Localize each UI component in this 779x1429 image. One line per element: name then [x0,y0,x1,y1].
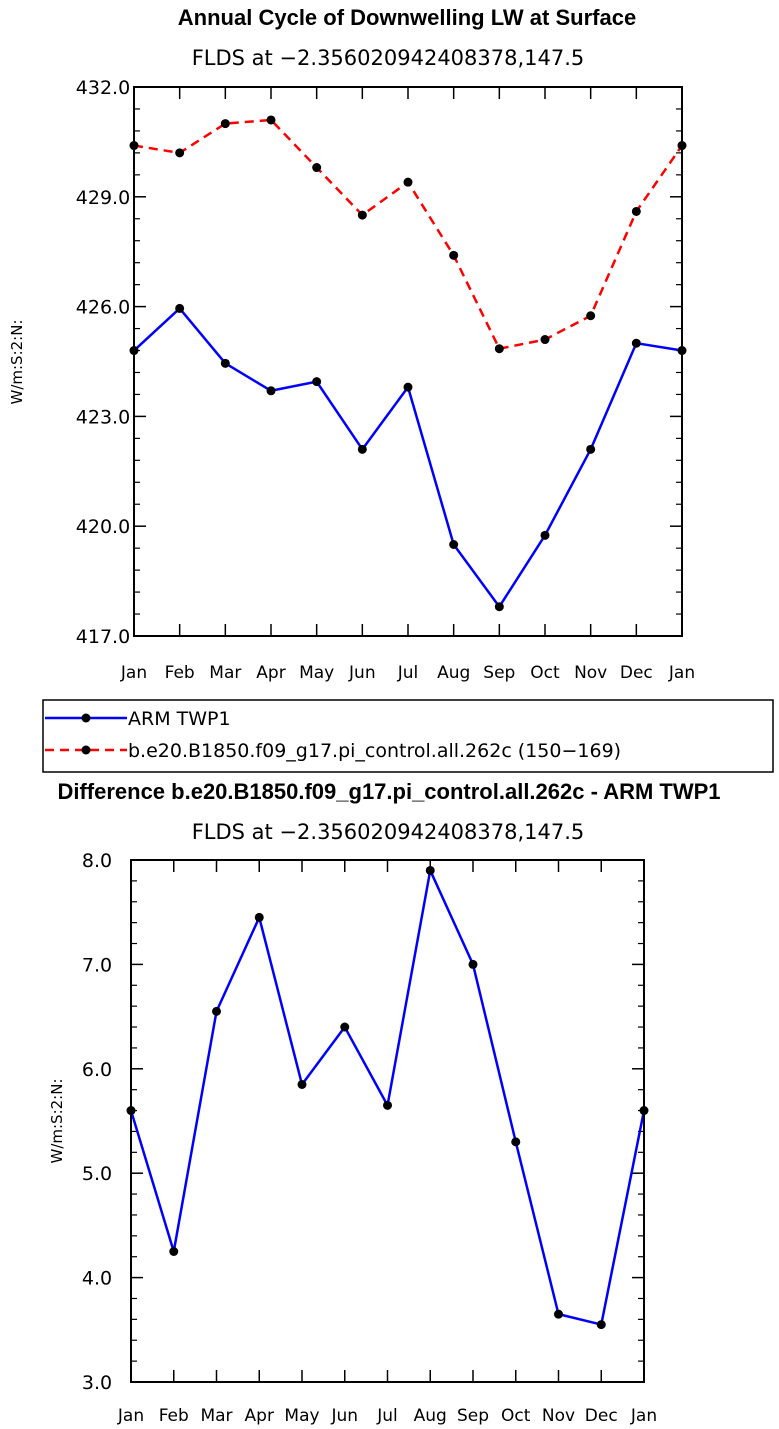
y-axis-label: W/m:S:2:N: [8,320,26,405]
x-tick-label: Jun [348,663,376,683]
data-point [254,912,264,922]
data-point [586,444,596,454]
legend-box [42,699,774,773]
data-point [540,335,550,345]
x-tick-label: Sep [457,1406,489,1426]
data-point [468,959,478,969]
legend-label-arm: ARM TWP1 [128,708,231,730]
data-point [175,303,185,313]
y-tick-label: 4.0 [82,1268,112,1290]
x-tick-label: Sep [483,663,515,683]
data-point [220,358,230,368]
data-point [297,1079,307,1089]
data-point [357,444,367,454]
y-tick-label: 417.0 [76,626,130,648]
data-point [403,177,413,187]
legend: ARM TWP1 b.e20.B1850.f09_g17.pi_control.… [42,699,774,773]
data-point [266,386,276,396]
x-tick-label: Jul [397,663,419,683]
data-point [175,148,185,158]
y-tick-label: 5.0 [82,1163,112,1185]
plot-frame [130,859,645,1383]
x-tick-label: Dec [620,663,653,683]
plot-frame [133,86,683,637]
data-point [494,344,504,354]
y-tick-label: 8.0 [82,850,112,872]
data-point [511,1137,521,1147]
data-point [596,1320,606,1330]
x-tick-label: Feb [165,663,195,683]
chart-subtitle: FLDS at −2.356020942408378,147.5 [192,46,585,70]
y-tick-label: 7.0 [82,954,112,976]
y-tick-label: 429.0 [76,187,130,209]
data-point [357,210,367,220]
x-tick-label: Aug [437,663,470,683]
y-tick-label: 432.0 [76,77,130,99]
x-tick-label: Apr [245,1406,274,1426]
data-point [212,1006,221,1016]
data-point [631,338,641,348]
data-point [631,206,641,216]
legend-marker-arm [81,713,91,723]
data-point [554,1309,563,1319]
plot-area: 417.0 420.0 423.0 426.0 429.0 432.0 Jan Feb Mar A… [76,77,695,683]
x-tick-label: Jan [117,1406,144,1426]
chart-title: Difference b.e20.B1850.f09_g17.pi_contro… [57,779,720,804]
x-tick-label: Dec [585,1406,618,1426]
x-tick-label: Jan [120,663,147,683]
x-tick-label: Jan [630,1406,657,1426]
legend-label-model: b.e20.B1850.f09_g17.pi_control.all.262c … [128,740,621,762]
y-tick-label: 3.0 [82,1372,112,1394]
y-axis-label: W/m:S:2:N: [48,1079,66,1164]
x-tick-label: Mar [200,1406,232,1426]
annual-cycle-panel: Annual Cycle of Downwelling LW at Surfac… [8,5,695,683]
series-line-1 [133,118,684,350]
x-tick-label: Feb [159,1406,189,1426]
x-tick-label: Jan [668,663,695,683]
data-point [425,865,435,875]
x-tick-label: Jul [376,1406,398,1426]
data-point [266,115,276,125]
data-point [220,119,230,129]
data-point [312,377,322,387]
y-tick-label: 420.0 [76,516,130,538]
data-point [312,163,322,173]
data-point [449,250,459,260]
y-tick-label: 423.0 [76,406,130,428]
series-line-0 [129,869,646,1326]
chart-subtitle: FLDS at −2.356020942408378,147.5 [192,820,585,844]
x-tick-label: Aug [414,1406,447,1426]
data-point [340,1022,350,1032]
data-point [540,530,550,540]
plot-area: 3.0 4.0 5.0 6.0 7.0 8.0 Jan Feb Mar Apr May Jun Jul A… [82,850,657,1426]
legend-marker-model [81,745,91,755]
data-point [494,602,504,612]
data-point [169,1247,179,1256]
data-point [383,1100,392,1110]
data-point [586,311,596,321]
x-tick-label: Oct [530,663,560,683]
data-point [449,540,459,549]
x-tick-label: Apr [256,663,285,683]
y-tick-label: 6.0 [82,1059,112,1081]
x-tick-label: Nov [574,663,607,683]
x-tick-label: Mar [209,663,241,683]
data-point [403,382,413,392]
x-tick-label: May [284,1406,319,1426]
difference-panel: Difference b.e20.B1850.f09_g17.pi_contro… [48,779,721,1426]
series-line-0 [133,307,683,608]
x-tick-label: Jun [330,1406,358,1426]
chart-title: Annual Cycle of Downwelling LW at Surfac… [178,5,636,30]
x-tick-label: Nov [542,1406,575,1426]
x-tick-label: Oct [501,1406,531,1426]
y-tick-label: 426.0 [76,297,130,319]
x-tick-label: May [299,663,334,683]
